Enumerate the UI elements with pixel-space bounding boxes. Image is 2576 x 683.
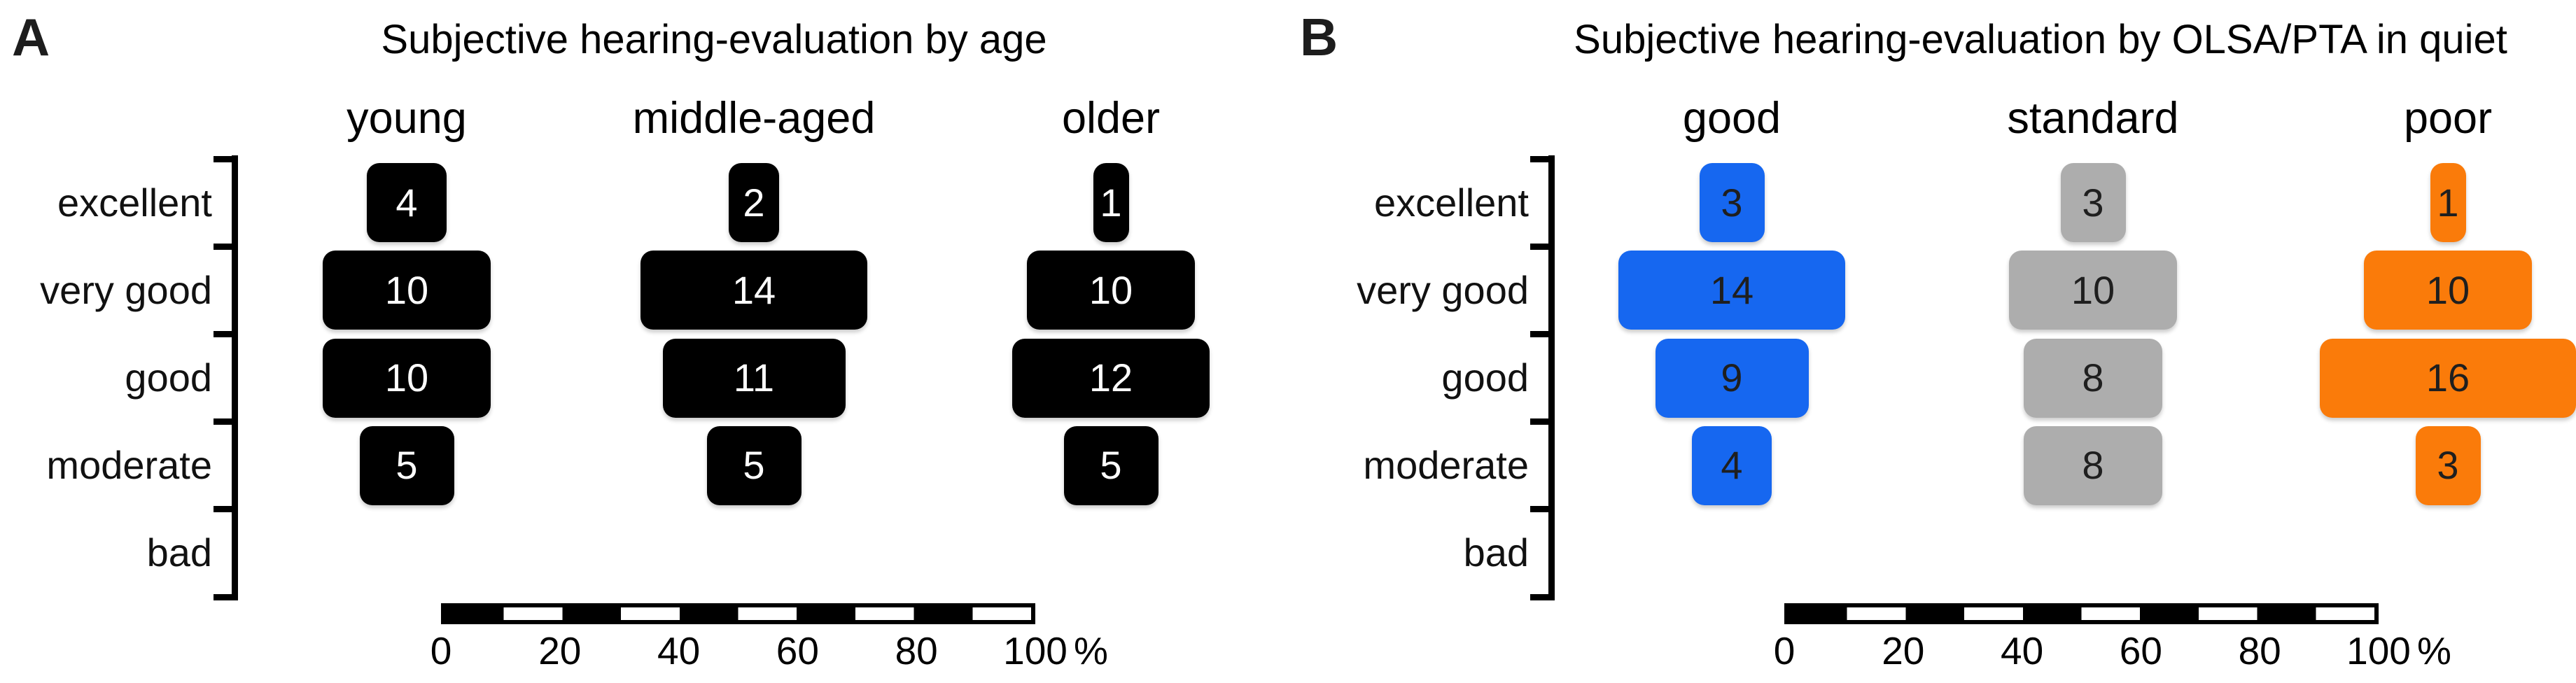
category-label: moderate (46, 443, 212, 488)
category-label: excellent (57, 180, 212, 225)
group-header: older (1061, 94, 1161, 143)
category-label: excellent (1373, 180, 1529, 225)
value-box: 10 (323, 251, 491, 330)
value-box: 14 (1618, 251, 1845, 330)
axis-tick (1530, 506, 1548, 513)
scale-tick-label: 0 (1773, 629, 1795, 673)
value-box: 2 (729, 163, 779, 243)
value-box: 14 (640, 251, 867, 330)
value-box: 5 (706, 425, 802, 505)
group-header: poor (2403, 94, 2493, 143)
axis-tick (214, 593, 232, 600)
value-box: 16 (2320, 338, 2576, 418)
panel-a-label: A (12, 8, 50, 66)
value-box: 10 (2009, 251, 2177, 330)
scale-tick-label: 100 (1003, 629, 1068, 673)
scale-tick-label: 20 (1882, 629, 1925, 673)
scale-tick-label: 60 (2119, 629, 2162, 673)
value-box: 10 (2364, 251, 2532, 330)
category-label: bad (1463, 530, 1529, 575)
category-label: moderate (1363, 443, 1529, 488)
percent-unit-label: % (1074, 629, 1108, 673)
axis-tick (1530, 418, 1548, 425)
y-axis-line (232, 155, 238, 600)
value-box: 10 (323, 338, 491, 418)
group-header: standard (2007, 94, 2179, 143)
value-box: 4 (367, 163, 447, 243)
axis-tick (214, 243, 232, 250)
axis-tick (214, 155, 232, 162)
value-box: 12 (1012, 338, 1210, 418)
category-label: good (125, 355, 212, 400)
category-label: good (1441, 355, 1529, 400)
value-box: 3 (2415, 425, 2481, 505)
value-box: 8 (2024, 425, 2162, 505)
axis-tick (1530, 593, 1548, 600)
panel-b-title: Subjective hearing-evaluation by OLSA/PT… (1574, 17, 2507, 62)
panel-a-title: Subjective hearing-evaluation by age (381, 17, 1047, 62)
value-box: 5 (1063, 425, 1158, 505)
scale-tick-label: 20 (538, 629, 582, 673)
axis-tick (214, 418, 232, 425)
value-box: 5 (359, 425, 454, 505)
group-header: good (1682, 94, 1782, 143)
category-label: bad (146, 530, 212, 575)
category-label: very good (40, 267, 212, 312)
y-axis-line (1548, 155, 1555, 600)
scale-tick-label: 60 (776, 629, 819, 673)
percent-scale-bar (441, 603, 1035, 624)
scale-tick-label: 80 (2238, 629, 2281, 673)
value-box: 1 (2430, 163, 2466, 243)
value-box: 8 (2024, 338, 2162, 418)
axis-tick (1530, 155, 1548, 162)
scale-tick-label: 40 (2001, 629, 2044, 673)
value-box: 9 (1655, 338, 1809, 418)
panel-b-label: B (1300, 8, 1338, 66)
percent-scale-bar (1784, 603, 2379, 624)
scale-tick-label: 40 (657, 629, 701, 673)
axis-tick (214, 506, 232, 513)
value-box: 11 (662, 338, 846, 418)
scale-tick-label: 0 (430, 629, 452, 673)
scale-tick-label: 100 (2346, 629, 2411, 673)
value-box: 10 (1027, 251, 1195, 330)
axis-tick (1530, 243, 1548, 250)
category-label: very good (1357, 267, 1529, 312)
value-box: 3 (1699, 163, 1765, 243)
value-box: 1 (1093, 163, 1129, 243)
value-box: 3 (2060, 163, 2126, 243)
value-box: 4 (1692, 425, 1772, 505)
percent-unit-label: % (2417, 629, 2451, 673)
group-header: young (346, 94, 467, 143)
scale-tick-label: 80 (895, 629, 938, 673)
group-header: middle-aged (632, 94, 876, 143)
axis-tick (214, 330, 232, 337)
axis-tick (1530, 330, 1548, 337)
